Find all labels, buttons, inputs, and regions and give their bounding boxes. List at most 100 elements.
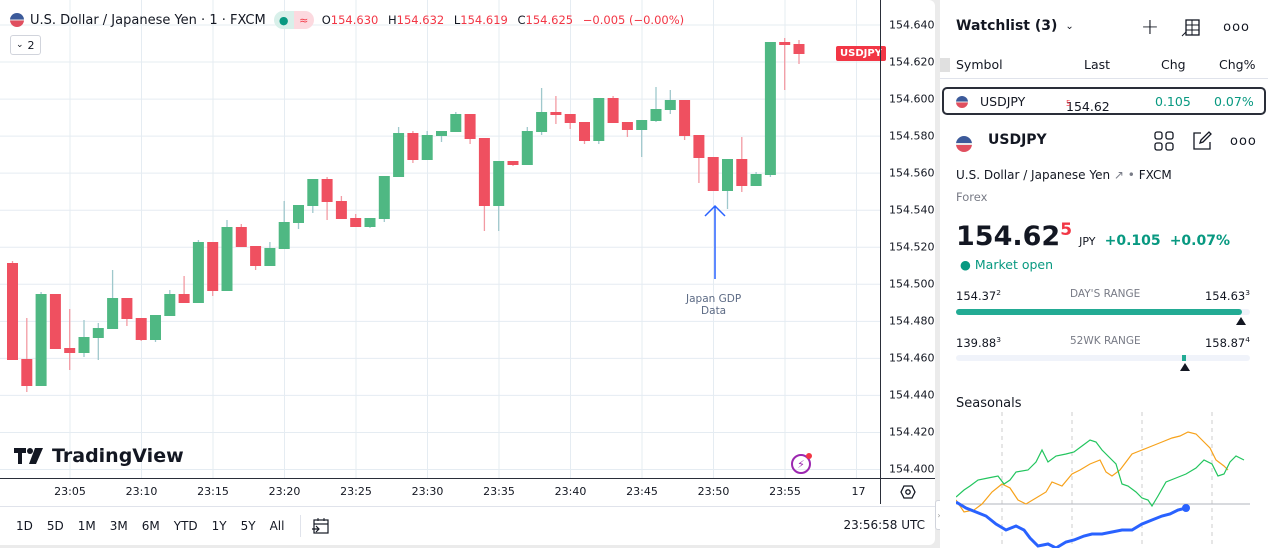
- symbol-title[interactable]: U.S. Dollar / Japanese Yen · 1 · FXCM: [30, 12, 266, 28]
- price-tick: 154.640: [889, 18, 935, 32]
- delayed-data-icon: ≈: [293, 11, 314, 29]
- tradingview-logo[interactable]: TradingView: [14, 445, 184, 467]
- lightning-alert-icon[interactable]: ⚡: [791, 453, 812, 474]
- candle: [450, 114, 462, 132]
- candlestick-chart[interactable]: [0, 0, 880, 478]
- candle: [722, 159, 733, 191]
- col-handle[interactable]: [940, 58, 950, 72]
- time-tick: 23:45: [626, 485, 658, 498]
- time-tick: 23:25: [340, 485, 372, 498]
- edit-icon[interactable]: [1192, 131, 1212, 151]
- price-axis[interactable]: 154.640 154.620 154.600 154.580 154.560 154.5…: [880, 0, 935, 478]
- candle: [21, 359, 33, 386]
- more-options-icon[interactable]: ooo: [1223, 20, 1250, 35]
- time-tick: 23:05: [54, 485, 86, 498]
- price-tick: 154.460: [889, 351, 935, 365]
- candle: [264, 248, 276, 266]
- external-link-icon[interactable]: ↗: [1113, 168, 1124, 182]
- candle: [764, 42, 776, 175]
- market-open-dot-icon: ●: [273, 11, 294, 29]
- candle: [221, 227, 233, 291]
- price-tick: 154.540: [889, 203, 935, 217]
- column-chg[interactable]: Chg: [1161, 57, 1186, 72]
- candle: [250, 246, 262, 266]
- candle: [92, 328, 104, 338]
- time-tick: 23:50: [697, 485, 730, 498]
- candle: [364, 218, 376, 227]
- seasonals-chart[interactable]: [956, 412, 1252, 548]
- detail-price: 154.625: [956, 220, 1073, 252]
- price-tick: 154.420: [889, 425, 935, 439]
- time-axis[interactable]: 23:05 23:10 23:15 23:20 23:25 23:30 23:35 23:40…: [0, 478, 880, 504]
- candle: [607, 98, 619, 123]
- candle: [536, 112, 548, 132]
- candle: [464, 114, 476, 139]
- ohlc-values: O154.630 H154.632 L154.619 C154.625 −0.0…: [321, 13, 685, 27]
- candle: [307, 179, 319, 206]
- column-chg-pct[interactable]: Chg%: [1219, 57, 1256, 72]
- range-button-5y[interactable]: 5Y: [240, 519, 256, 533]
- candle: [350, 218, 362, 227]
- go-to-date-icon[interactable]: [311, 517, 331, 535]
- chart-legend: U.S. Dollar / Japanese Yen · 1 · FXCM ● …: [10, 11, 690, 29]
- range-button-all[interactable]: All: [269, 519, 285, 533]
- column-last[interactable]: Last: [1084, 57, 1111, 72]
- indicators-collapse-button[interactable]: ⌄ 2: [10, 35, 41, 55]
- price-tick: 154.560: [889, 166, 935, 180]
- divider: [940, 78, 1268, 79]
- detail-type: Forex: [956, 190, 988, 204]
- high-value: 154.632: [396, 13, 445, 27]
- candle: [550, 112, 562, 115]
- candle: [150, 315, 161, 340]
- range-button-1d[interactable]: 1D: [16, 519, 33, 533]
- add-symbol-icon[interactable]: +: [1140, 15, 1160, 40]
- arrow-up-icon[interactable]: [704, 204, 726, 279]
- gear-icon: [900, 484, 916, 499]
- range-button-3m[interactable]: 3M: [109, 519, 128, 533]
- candle: [7, 263, 18, 360]
- range-button-ytd[interactable]: YTD: [173, 519, 198, 533]
- range-button-1m[interactable]: 1M: [77, 519, 96, 533]
- watchlist-columns: Symbol Last Chg Chg%: [940, 57, 1268, 77]
- watchlist-row[interactable]: USDJPY 154.62 5 0.105 0.07%: [942, 87, 1266, 115]
- advanced-view-icon[interactable]: [1181, 18, 1201, 38]
- price-tick: 154.500: [889, 277, 935, 291]
- candle: [521, 131, 533, 165]
- candle: [693, 135, 705, 158]
- utc-clock[interactable]: 23:56:58 UTC: [843, 518, 926, 532]
- us-flag-icon: [956, 136, 972, 152]
- chart-settings-button[interactable]: [880, 478, 935, 504]
- bottom-toolbar: 1D 5D 1M 3M 6M YTD 1Y 5Y All 23:56:58 UTC: [0, 506, 935, 545]
- price-tick: 154.620: [889, 55, 935, 69]
- status-pill[interactable]: ● ≈: [273, 11, 314, 29]
- price-tick: 154.440: [889, 388, 935, 402]
- candle: [679, 100, 691, 136]
- range-button-1y[interactable]: 1Y: [211, 519, 227, 533]
- column-symbol[interactable]: Symbol: [956, 57, 1003, 72]
- japan-gdp-annotation[interactable]: Japan GDP Data: [686, 293, 742, 317]
- chart-panel: U.S. Dollar / Japanese Yen · 1 · FXCM ● …: [0, 0, 935, 545]
- seasonals-title[interactable]: Seasonals: [956, 396, 1022, 411]
- close-value: 154.625: [525, 13, 574, 27]
- price-tick: 154.480: [889, 314, 935, 328]
- more-options-icon[interactable]: ooo: [1230, 134, 1257, 149]
- candle: [650, 109, 662, 121]
- candle: [493, 161, 505, 206]
- row-chg: 0.105: [1155, 94, 1191, 109]
- candle: [564, 114, 576, 123]
- time-tick: 23:40: [554, 485, 587, 498]
- price-tick: 154.400: [889, 462, 935, 476]
- candle: [335, 201, 347, 219]
- candle: [664, 100, 676, 110]
- layout-grid-icon[interactable]: [1154, 131, 1174, 151]
- candle: [164, 294, 176, 316]
- candle: [793, 44, 805, 54]
- time-tick: 17: [851, 485, 866, 498]
- detail-symbol[interactable]: USDJPY: [988, 132, 1047, 148]
- watchlist-title[interactable]: Watchlist (3) ⌄: [956, 18, 1074, 34]
- row-chg-pct: 0.07%: [1214, 94, 1254, 109]
- candle: [107, 298, 119, 329]
- range-button-6m[interactable]: 6M: [141, 519, 160, 533]
- candle: [121, 298, 133, 319]
- range-button-5d[interactable]: 5D: [46, 519, 64, 533]
